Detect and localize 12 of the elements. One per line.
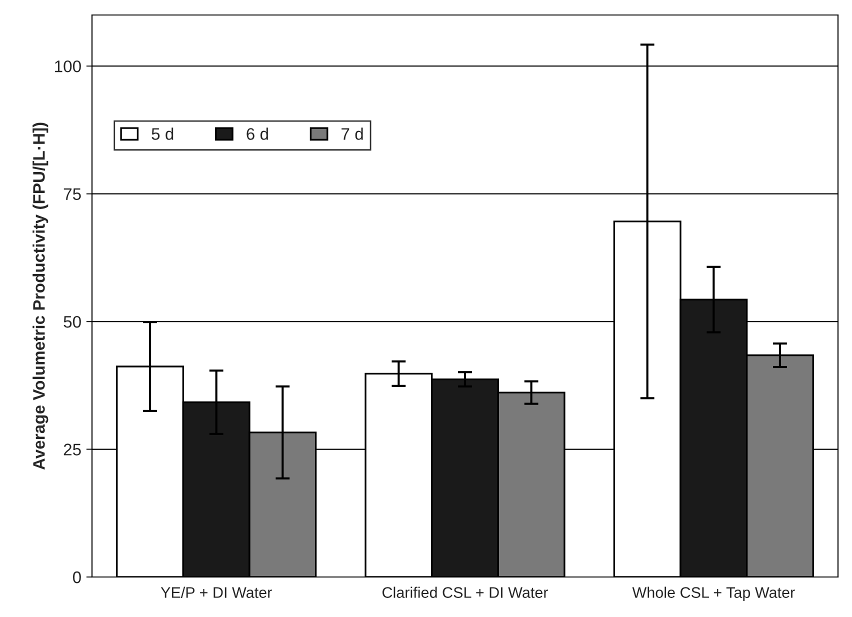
y-tick-label: 25: [64, 444, 81, 456]
x-tick-label: Whole CSL + Tap Water: [632, 586, 795, 601]
y-axis-title: Average Volumetric Productivity (FPU/[L·H]): [32, 122, 48, 470]
y-tick-label: 75: [64, 188, 81, 200]
y-tick-label: 100: [55, 60, 81, 72]
x-tick-label: Clarified CSL + DI Water: [382, 586, 548, 598]
y-tick-label: 50: [64, 316, 81, 328]
legend-label: 6 d: [246, 128, 268, 140]
y-tick-label: 0: [72, 571, 81, 584]
legend-label: 7 d: [342, 128, 363, 140]
legend-label: 5 d: [152, 128, 174, 140]
x-tick-label: YE/P + DI Water: [160, 586, 272, 598]
